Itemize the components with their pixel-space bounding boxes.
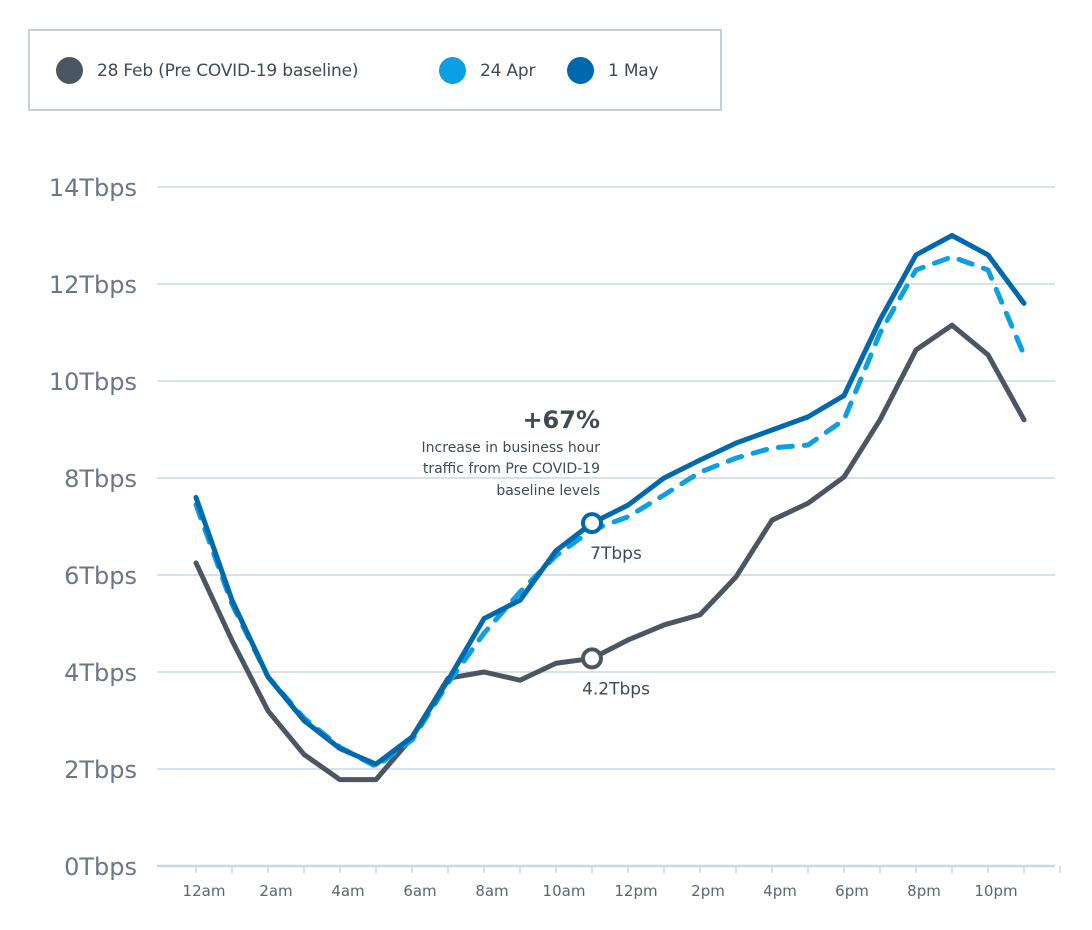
y-tick-label: 12Tbps xyxy=(49,271,137,299)
y-tick-label: 8Tbps xyxy=(64,465,137,493)
series-lines xyxy=(193,233,1027,783)
x-tick-label: 4pm xyxy=(763,882,797,900)
series-line-24-apr xyxy=(193,254,1027,770)
x-tick-label: 12pm xyxy=(614,882,657,900)
x-tick-label: 10pm xyxy=(974,882,1017,900)
y-tick-label: 10Tbps xyxy=(49,368,137,396)
annotation-line-1: Increase in business hour xyxy=(422,440,601,456)
annotation-line-2: traffic from Pre COVID-19 xyxy=(423,461,600,477)
gridlines xyxy=(157,186,1055,868)
x-tick-label: 2pm xyxy=(691,882,725,900)
x-axis: 12am 2am 4am 6am 8am 10am 12pm 2pm 4pm 6pm 8pm 10pm xyxy=(183,866,1061,900)
legend-swatch-1-may xyxy=(567,57,594,84)
data-point-label: 4.2Tbps xyxy=(582,679,650,699)
series-line-1-may xyxy=(193,233,1027,767)
x-tick-label: 8pm xyxy=(907,882,941,900)
x-tick-label: 8am xyxy=(475,882,508,900)
legend-item-24-apr: 24 Apr xyxy=(439,57,535,84)
data-point-marker xyxy=(581,647,603,670)
data-point-marker xyxy=(581,512,603,535)
x-tick-label: 2am xyxy=(259,882,292,900)
legend-swatch-24-apr xyxy=(439,57,466,84)
legend-swatch-28-feb xyxy=(56,57,83,84)
x-tick-label: 12am xyxy=(183,882,226,900)
legend-label: 24 Apr xyxy=(480,60,536,81)
y-tick-label: 0Tbps xyxy=(64,853,137,881)
chart-legend: 28 Feb (Pre COVID-19 baseline) 24 Apr 1 … xyxy=(28,29,722,111)
annotation-headline: +67% xyxy=(522,406,600,434)
y-tick-label: 6Tbps xyxy=(64,562,137,590)
annotations: +67% Increase in business hour traffic f… xyxy=(422,406,651,699)
y-axis: 0Tbps 2Tbps 4Tbps 6Tbps 8Tbps 10Tbps 12Tbps 14T… xyxy=(49,174,137,881)
x-tick-label: 10am xyxy=(543,882,586,900)
legend-item-1-may: 1 May xyxy=(567,57,659,84)
data-point-label: 7Tbps xyxy=(590,544,642,564)
annotation-line-3: baseline levels xyxy=(496,483,600,499)
y-tick-label: 4Tbps xyxy=(64,659,137,687)
legend-item-28-feb: 28 Feb (Pre COVID-19 baseline) xyxy=(56,57,358,84)
legend-label: 1 May xyxy=(608,60,659,81)
y-tick-label: 2Tbps xyxy=(64,756,137,784)
series-line-28-feb xyxy=(193,322,1027,783)
y-tick-label: 14Tbps xyxy=(49,174,137,202)
legend-label: 28 Feb (Pre COVID-19 baseline) xyxy=(97,60,359,81)
x-tick-label: 4am xyxy=(331,882,364,900)
x-tick-label: 6pm xyxy=(835,882,869,900)
x-tick-label: 6am xyxy=(403,882,436,900)
